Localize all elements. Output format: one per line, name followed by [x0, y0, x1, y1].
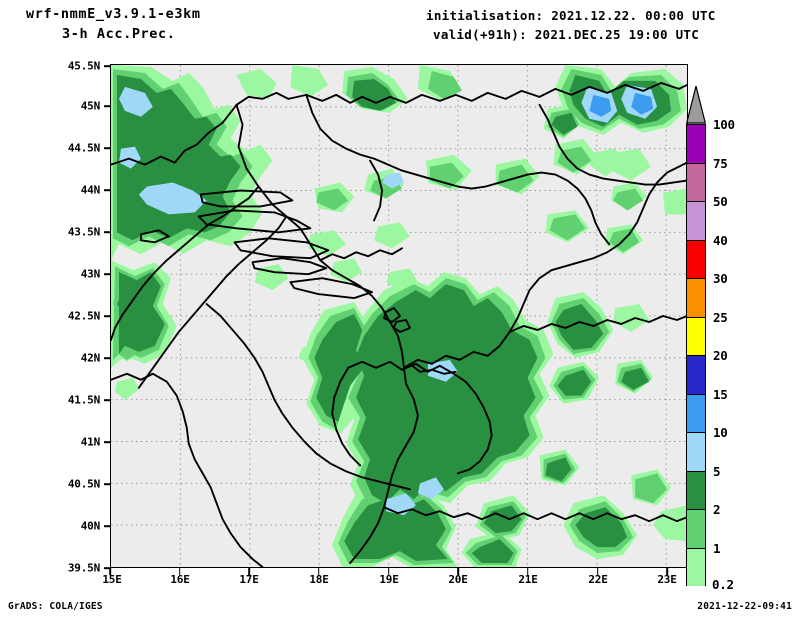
- lat-tick-mark: [104, 65, 111, 67]
- lon-tick-mark: [248, 568, 251, 575]
- colorbar-band-75-100: 100: [686, 117, 735, 163]
- lon-tick-label: 23E: [657, 573, 677, 586]
- field-name-title: 3-h Acc.Prec.: [62, 26, 176, 42]
- colorbar-tick-label: 20: [713, 348, 728, 363]
- colorbar-band-0p2-1: 1: [686, 541, 721, 586]
- colorbar-band-10-15: 15: [686, 387, 728, 432]
- colorbar-band-15-20: 20: [686, 348, 728, 394]
- map-plot-area: [110, 64, 688, 568]
- colorbar-tick-label: 100: [713, 117, 735, 132]
- lon-tick-label: 20E: [448, 573, 468, 586]
- colorbar-tick-label: 30: [713, 271, 728, 286]
- lat-tick-mark: [104, 399, 111, 401]
- colorbar-band-20-25: 25: [686, 310, 728, 355]
- lat-tick-label: 39.5N: [67, 561, 100, 575]
- lat-tick-mark: [104, 147, 111, 149]
- precip-band-2-5: [116, 74, 672, 564]
- colorbar-band-30-40: 40: [686, 233, 728, 278]
- lon-tick-label: 21E: [518, 573, 538, 586]
- lat-tick-label: 42N: [80, 351, 100, 365]
- lon-tick-mark: [387, 568, 390, 575]
- coastline-and-border-paths: [111, 81, 687, 567]
- colorbar-tick-label: 5: [713, 463, 721, 479]
- lat-tick-label: 40N: [80, 519, 100, 533]
- lon-tick-label: 17E: [239, 573, 259, 586]
- valid-time-label: valid(+91h): 2021.DEC.25 19:00 UTC: [433, 27, 700, 42]
- precipitation-colorbar: 100 75 50 40 30 25 20 15 10 5 2 1 0.2: [686, 86, 735, 592]
- lon-tick-label: 18E: [309, 573, 329, 586]
- precip-band-10-15: [589, 92, 654, 117]
- lon-tick-mark: [318, 568, 320, 575]
- grads-credit-label: GrADS: COLA/IGES: [8, 601, 103, 612]
- precip-band-5-10: [118, 84, 658, 516]
- precipitation-map-canvas: [111, 65, 687, 567]
- lon-tick-label: 15E: [102, 573, 122, 586]
- lat-tick-label: 44.5N: [67, 141, 100, 155]
- lat-tick-mark: [104, 483, 111, 485]
- colorbar-band-50-75: 75: [686, 156, 728, 201]
- colorbar-band-40-50: 50: [686, 194, 728, 240]
- lat-tick-mark: [104, 105, 111, 107]
- colorbar-tick-label: 50: [713, 194, 728, 209]
- lat-tick-label: 40.5N: [67, 477, 100, 491]
- lat-tick-mark: [104, 567, 111, 569]
- colorbar-tick-label: 15: [713, 386, 728, 402]
- lat-tick-mark: [104, 357, 111, 359]
- colorbar-band-5-10: 10: [686, 425, 728, 471]
- lat-tick-mark: [104, 231, 111, 233]
- lat-tick-label: 43.5N: [67, 225, 100, 239]
- initialisation-time-label: initialisation: 2021.12.22. 00:00 UTC: [426, 8, 716, 23]
- header-right-block: initialisation: 2021.12.22. 00:00 UTC va…: [420, 8, 790, 42]
- lat-tick-label: 44N: [80, 183, 100, 197]
- colorbar-tick-label: 10: [713, 425, 728, 440]
- lon-tick-label: 16E: [170, 573, 190, 586]
- colorbar-tick-label: 0.2: [712, 577, 734, 592]
- colorbar-band-2-5: 5: [686, 464, 721, 509]
- colorbar-band-25-30: 30: [686, 271, 728, 317]
- lat-tick-label: 41N: [80, 435, 100, 449]
- lat-tick-mark: [104, 525, 111, 527]
- lon-tick-mark: [527, 568, 529, 575]
- colorbar-tick-label: 1: [713, 540, 721, 556]
- lat-tick-label: 43N: [80, 267, 100, 281]
- model-name-title: wrf-nmmE_v3.9.1-e3km: [26, 6, 201, 22]
- lon-tick-mark: [457, 568, 459, 575]
- colorbar-tick-label: 2: [713, 502, 721, 517]
- lat-tick-mark: [104, 273, 111, 275]
- lat-tick-label: 42.5N: [67, 309, 100, 323]
- lat-tick-mark: [104, 315, 111, 317]
- lon-tick-label: 22E: [588, 573, 608, 586]
- lon-tick-label: 19E: [379, 573, 399, 586]
- lat-tick-label: 45.5N: [67, 59, 100, 73]
- header-left-block: wrf-nmmE_v3.9.1-e3km 3-h Acc.Prec.: [0, 6, 400, 42]
- colorbar-band-1-2: 2: [686, 502, 721, 548]
- colorbar-tick-label: 40: [713, 232, 728, 248]
- colorbar-tick-label: 75: [713, 155, 728, 171]
- lat-tick-mark: [104, 441, 111, 443]
- lon-tick-mark: [666, 568, 668, 575]
- colorbar-overflow-arrow: [686, 86, 706, 124]
- lon-tick-mark: [596, 568, 599, 575]
- lat-tick-mark: [104, 189, 111, 191]
- lat-tick-label: 41.5N: [67, 393, 100, 407]
- render-timestamp-label: 2021-12-22-09:41: [697, 601, 792, 612]
- colorbar-tick-label: 25: [713, 309, 728, 325]
- lat-tick-label: 45N: [80, 99, 100, 113]
- lon-tick-mark: [178, 568, 181, 575]
- lon-tick-mark: [109, 568, 111, 575]
